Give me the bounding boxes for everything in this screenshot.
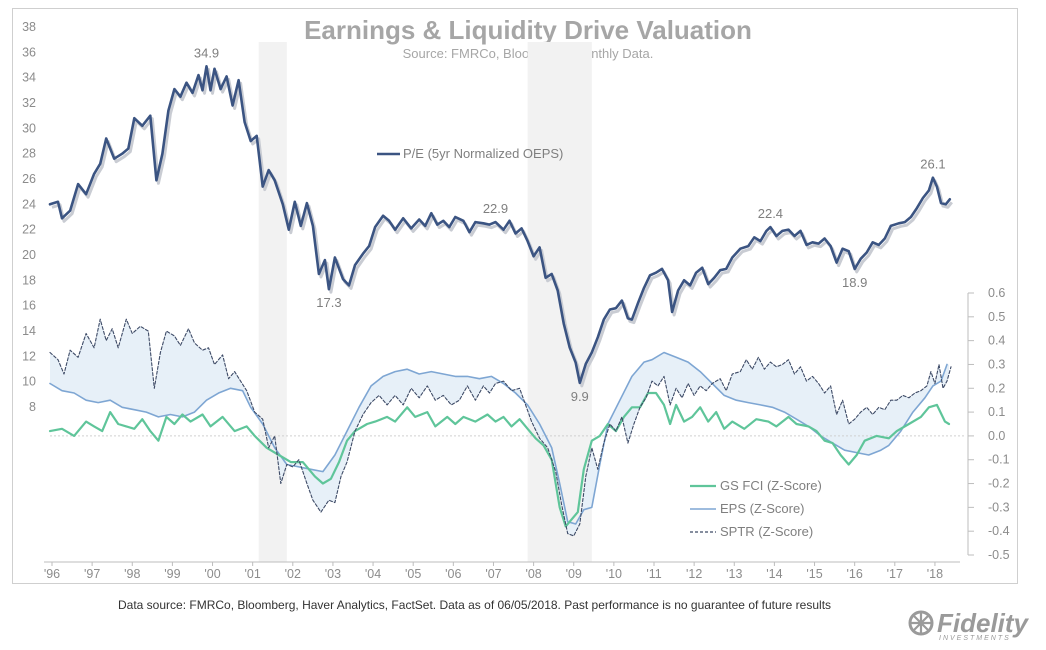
fidelity-logo-icon [908, 610, 934, 636]
x-tick-label: '09 [566, 567, 582, 581]
y-left-tick-label: 28 [22, 147, 36, 161]
y-left-tick-label: 20 [22, 248, 36, 262]
y-right-tick-label: -0.2 [988, 477, 1010, 491]
y-left-tick-label: 26 [22, 172, 36, 186]
fidelity-logo-sub: INVESTMENTS [939, 635, 1011, 642]
y-left-tick-label: 22 [22, 223, 36, 237]
y-right-tick-label: -0.3 [988, 500, 1010, 514]
x-tick-label: '96 [44, 567, 60, 581]
footer-note: Data source: FMRCo, Bloomberg, Haver Ana… [118, 598, 832, 612]
x-tick-label: '15 [806, 567, 822, 581]
x-tick-label: '16 [847, 567, 863, 581]
gs-fci-series-line [48, 391, 951, 528]
x-tick-label: '14 [766, 567, 782, 581]
x-tick-label: '18 [927, 567, 943, 581]
legend-label-sptr: SPTR (Z-Score) [720, 524, 813, 539]
x-tick-label: '98 [124, 567, 140, 581]
pe-annotation-label: 22.4 [758, 206, 783, 221]
y-right-tick-label: 0.5 [988, 310, 1005, 324]
legend-label-pe: P/E (5yr Normalized OEPS) [403, 146, 563, 161]
pe-annotation-label: 18.9 [842, 275, 867, 290]
x-tick-label: '04 [365, 567, 381, 581]
pe-annotation-label: 17.3 [316, 295, 341, 310]
y-left-tick-label: 18 [22, 273, 36, 287]
x-tick-label: '02 [285, 567, 301, 581]
fidelity-logo: Fidelity INVESTMENTS [908, 608, 1030, 642]
y-left-tick-label: 8 [29, 400, 36, 414]
y-right-tick-label: 0.2 [988, 381, 1005, 395]
y-right-tick-label: 0.3 [988, 357, 1005, 371]
x-tick-label: '13 [726, 567, 742, 581]
y-right-tick-label: -0.5 [988, 548, 1010, 562]
x-tick-label: '07 [485, 567, 501, 581]
y-right-tick-label: -0.1 [988, 453, 1010, 467]
x-tick-label: '11 [646, 567, 661, 581]
pe-annotation-label: 9.9 [571, 389, 589, 404]
x-tick-label: '08 [525, 567, 541, 581]
x-tick-label: '97 [84, 567, 100, 581]
y-left-tick-label: 10 [22, 375, 36, 389]
legend-label-eps: EPS (Z-Score) [720, 501, 805, 516]
y-left-tick-label: 30 [22, 121, 36, 135]
fidelity-logo-word: Fidelity [937, 608, 1030, 638]
legend-label-gs-fci: GS FCI (Z-Score) [720, 478, 822, 493]
y-right-tick-label: 0.0 [988, 429, 1005, 443]
y-left-tick-label: 14 [22, 324, 36, 338]
pe-annotation-label: 34.9 [194, 45, 219, 60]
y-left-tick-label: 38 [22, 20, 36, 34]
x-tick-label: '05 [405, 567, 421, 581]
sptr-series-line [49, 318, 952, 537]
chart-frame [12, 8, 1018, 584]
recession-shading [258, 42, 287, 562]
x-tick-label: '03 [325, 567, 341, 581]
x-tick-label: '17 [887, 567, 903, 581]
y-right-tick-label: 0.6 [988, 286, 1005, 300]
x-tick-label: '06 [445, 567, 461, 581]
x-tick-label: '10 [606, 567, 622, 581]
y-right-tick-label: -0.4 [988, 524, 1010, 538]
y-right-tick-label: 0.1 [988, 405, 1005, 419]
y-right-tick-label: 0.4 [988, 334, 1005, 348]
pe-series-shadow [51, 67, 953, 388]
y-left-tick-label: 24 [22, 197, 36, 211]
x-tick-label: '01 [245, 567, 261, 581]
y-left-tick-label: 34 [22, 71, 36, 85]
pe-series-line [48, 65, 952, 385]
pe-annotation-label: 26.1 [920, 157, 945, 172]
x-tick-label: '99 [164, 567, 180, 581]
x-tick-label: '12 [686, 567, 702, 581]
y-left-tick-label: 32 [22, 96, 36, 110]
x-tick-label: '00 [204, 567, 220, 581]
eps-sptr-band [50, 319, 949, 536]
pe-annotation-label: 22.9 [483, 201, 508, 216]
y-left-tick-label: 16 [22, 299, 36, 313]
chart-title: Earnings & Liquidity Drive Valuation [304, 15, 752, 45]
y-left-tick-label: 12 [22, 349, 36, 363]
y-left-tick-label: 36 [22, 45, 36, 59]
